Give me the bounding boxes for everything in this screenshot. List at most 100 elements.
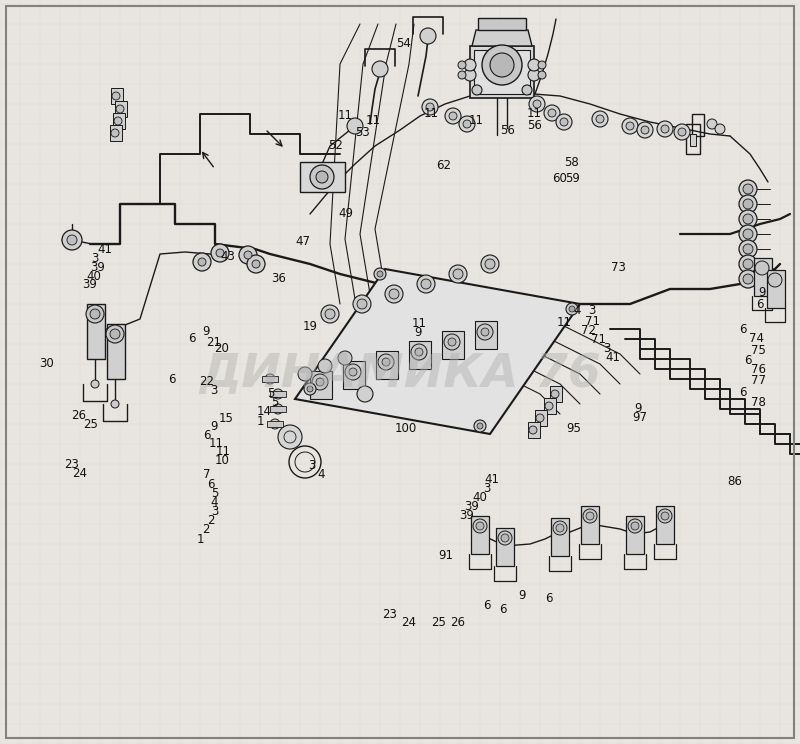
- Circle shape: [551, 390, 559, 398]
- Text: 5: 5: [266, 387, 274, 400]
- Circle shape: [463, 120, 471, 128]
- Bar: [442, 331, 464, 359]
- Circle shape: [658, 509, 672, 523]
- Circle shape: [116, 105, 124, 113]
- Bar: [409, 341, 431, 369]
- Text: 56: 56: [500, 124, 514, 137]
- Bar: [478, 18, 526, 30]
- Circle shape: [707, 119, 717, 129]
- Text: 7: 7: [203, 468, 211, 481]
- Text: 1: 1: [257, 414, 265, 428]
- Circle shape: [459, 116, 475, 132]
- Circle shape: [304, 383, 316, 395]
- Circle shape: [216, 249, 224, 257]
- Bar: [110, 125, 122, 141]
- Circle shape: [569, 306, 575, 312]
- Text: ДИНАМИКА 76: ДИНАМИКА 76: [199, 351, 601, 397]
- Text: 3: 3: [308, 458, 316, 472]
- Circle shape: [421, 279, 431, 289]
- Text: 52: 52: [329, 138, 343, 152]
- Circle shape: [548, 109, 556, 117]
- Circle shape: [739, 240, 757, 258]
- Bar: [310, 371, 332, 399]
- Circle shape: [321, 305, 339, 323]
- Circle shape: [298, 367, 312, 381]
- Text: 4: 4: [574, 304, 582, 318]
- Text: 39: 39: [459, 509, 474, 522]
- Circle shape: [498, 531, 512, 545]
- Text: 91: 91: [438, 549, 453, 562]
- Bar: [496, 528, 514, 566]
- Circle shape: [628, 519, 642, 533]
- Circle shape: [678, 128, 686, 136]
- Circle shape: [477, 324, 493, 340]
- Bar: [113, 113, 125, 129]
- Circle shape: [545, 402, 553, 410]
- Bar: [470, 46, 534, 98]
- Text: 9: 9: [518, 589, 526, 602]
- Text: 73: 73: [611, 260, 626, 274]
- Bar: [767, 270, 785, 308]
- Text: 6: 6: [482, 599, 490, 612]
- Text: 9: 9: [210, 420, 218, 433]
- Circle shape: [586, 512, 594, 520]
- Circle shape: [273, 389, 283, 399]
- Bar: [692, 114, 704, 136]
- Text: 60: 60: [553, 172, 567, 185]
- Text: 76: 76: [751, 363, 766, 376]
- Circle shape: [211, 244, 229, 262]
- Text: 62: 62: [436, 158, 450, 172]
- Text: 3: 3: [483, 482, 491, 496]
- Text: 3: 3: [210, 505, 218, 519]
- Text: 72: 72: [581, 324, 595, 337]
- Circle shape: [743, 214, 753, 224]
- Text: 78: 78: [751, 396, 766, 409]
- Circle shape: [528, 59, 540, 71]
- Text: 49: 49: [338, 207, 353, 220]
- Text: 40: 40: [473, 491, 487, 504]
- Circle shape: [743, 199, 753, 209]
- Circle shape: [278, 425, 302, 449]
- Bar: [535, 410, 547, 426]
- Circle shape: [307, 386, 313, 392]
- Text: 74: 74: [749, 332, 763, 345]
- Circle shape: [743, 259, 753, 269]
- Circle shape: [596, 115, 604, 123]
- Text: 5: 5: [210, 487, 218, 500]
- Circle shape: [464, 59, 476, 71]
- Circle shape: [417, 275, 435, 293]
- Text: 11: 11: [469, 114, 483, 127]
- Circle shape: [538, 71, 546, 79]
- Circle shape: [316, 378, 324, 386]
- Circle shape: [353, 295, 371, 313]
- Text: 95: 95: [566, 422, 581, 435]
- Circle shape: [389, 289, 399, 299]
- Circle shape: [239, 246, 257, 264]
- Circle shape: [338, 351, 352, 365]
- Circle shape: [91, 380, 99, 388]
- Bar: [471, 516, 489, 554]
- Text: 77: 77: [751, 374, 766, 388]
- Circle shape: [641, 126, 649, 134]
- Text: 75: 75: [751, 344, 766, 357]
- Circle shape: [422, 99, 438, 115]
- Circle shape: [426, 103, 434, 111]
- Text: 53: 53: [355, 126, 370, 139]
- Circle shape: [252, 260, 260, 268]
- Circle shape: [385, 285, 403, 303]
- Circle shape: [420, 28, 436, 44]
- Text: 26: 26: [450, 616, 465, 629]
- Circle shape: [444, 334, 460, 350]
- Text: 6: 6: [206, 478, 214, 491]
- Circle shape: [325, 309, 335, 319]
- Text: 11: 11: [338, 109, 353, 122]
- Circle shape: [411, 344, 427, 360]
- Text: 9: 9: [758, 286, 766, 299]
- Circle shape: [347, 118, 363, 134]
- Text: 24: 24: [73, 467, 87, 481]
- Circle shape: [743, 244, 753, 254]
- Bar: [111, 88, 123, 104]
- Text: 25: 25: [83, 417, 98, 431]
- Circle shape: [529, 96, 545, 112]
- Circle shape: [556, 114, 572, 130]
